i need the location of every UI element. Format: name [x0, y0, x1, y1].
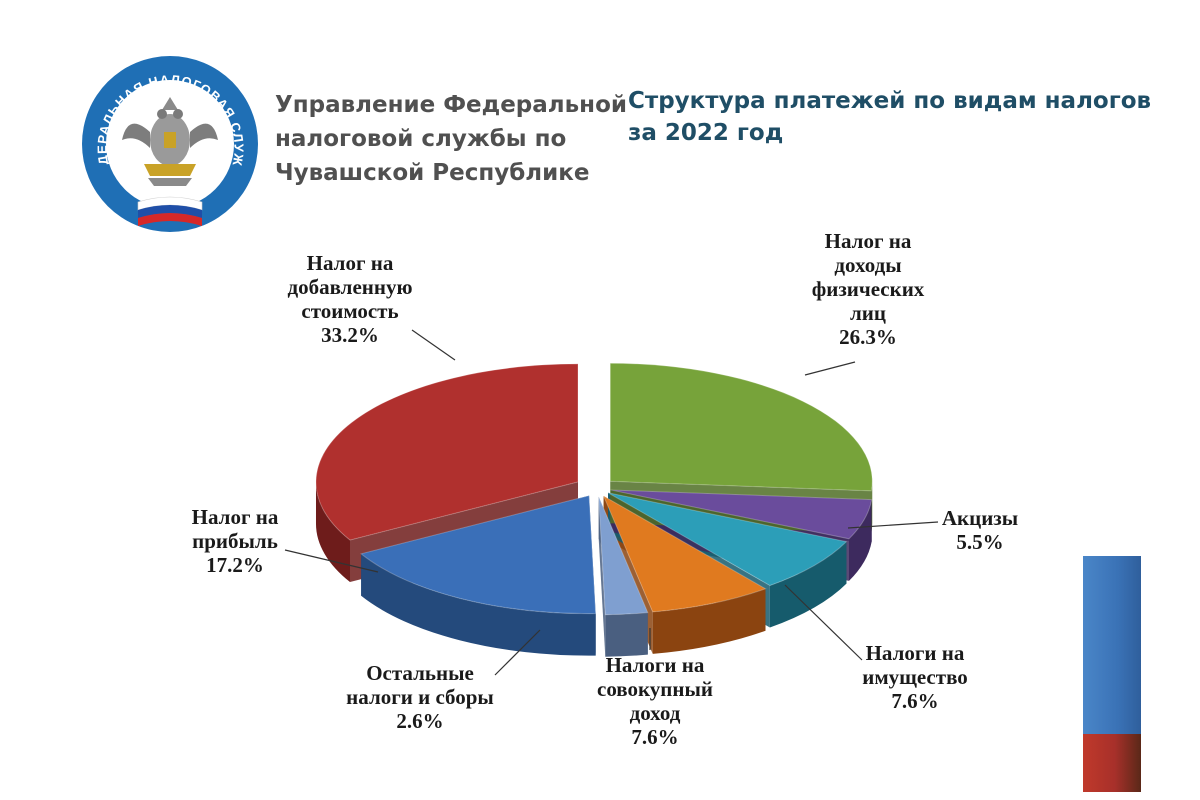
- pie-slice-side-2: [769, 541, 847, 628]
- leader-line-4: [494, 629, 541, 676]
- slice-label-6: Налог на добавленную стоимость 33.2%: [287, 251, 412, 347]
- pie-slice-side-4: [605, 612, 648, 657]
- slice-label-line: Налог на: [307, 251, 394, 275]
- eagle-emblem-icon: [122, 97, 218, 186]
- slice-value: 33.2%: [321, 323, 379, 347]
- slice-label-1: Акцизы 5.5%: [942, 506, 1018, 554]
- slice-label-line: Налог на: [825, 229, 912, 253]
- slice-label-4: Остальные налоги и сборы 2.6%: [346, 661, 494, 733]
- slice-label-2: Налоги на имущество 7.6%: [862, 641, 968, 713]
- pie-slice-0: [609, 362, 873, 492]
- slice-label-line: добавленную: [287, 275, 412, 299]
- slice-label-line: имущество: [862, 665, 968, 689]
- pie-slice-4: [598, 496, 649, 616]
- slice-label-5: Налог на прибыль 17.2%: [192, 505, 279, 577]
- slice-label-line: Акцизы: [942, 506, 1018, 530]
- slice-label-line: налоги и сборы: [346, 685, 494, 709]
- flag-icon: [137, 196, 203, 226]
- org-line-1: Управление Федеральной: [275, 92, 627, 118]
- slice-value: 5.5%: [956, 530, 1003, 554]
- pie-slice-2: [607, 492, 848, 587]
- side-decoration: [1083, 556, 1141, 792]
- slice-value: 7.6%: [891, 689, 938, 713]
- slice-value: 7.6%: [631, 725, 678, 749]
- pie-slice-side-3: [652, 588, 766, 654]
- slice-label-3: Налоги на совокупный доход 7.6%: [597, 653, 713, 749]
- slice-label-0: Налог на доходы физических лиц 26.3%: [812, 229, 925, 349]
- slice-label-line: физических: [812, 277, 925, 301]
- pie-slice-6: [315, 363, 579, 541]
- slice-value: 2.6%: [396, 709, 443, 733]
- leader-line-5: [284, 549, 379, 573]
- side-decoration-red: [1083, 734, 1141, 792]
- slice-label-line: прибыль: [192, 529, 278, 553]
- org-line-2: налоговой службы по: [275, 126, 567, 152]
- pie-slice-5: [359, 495, 597, 615]
- chart-title-line-1: Структура платежей по видам налогов: [628, 88, 1152, 114]
- organization-name: Управление Федеральной налоговой службы …: [275, 88, 627, 190]
- slice-label-line: совокупный: [597, 677, 713, 701]
- pie-slice-side-5: [361, 553, 596, 656]
- chart-title-line-2: за 2022 год: [628, 120, 784, 146]
- slice-value: 26.3%: [839, 325, 897, 349]
- pie-slice-side-1: [848, 499, 872, 581]
- leader-line-1: [847, 521, 939, 529]
- slice-label-line: Налоги на: [606, 653, 705, 677]
- slice-value: 17.2%: [206, 553, 264, 577]
- org-line-3: Чувашской Республике: [275, 160, 590, 186]
- leader-line-2: [784, 584, 863, 661]
- fns-logo: ФЕДЕРАЛЬНАЯ НАЛОГОВАЯ СЛУЖБА: [72, 40, 263, 237]
- slice-label-line: Остальные: [366, 661, 474, 685]
- leader-line-0: [804, 361, 856, 376]
- pie-slice-3: [602, 494, 767, 613]
- slice-label-line: Налоги на: [866, 641, 965, 665]
- slice-label-line: лиц: [850, 301, 886, 325]
- side-decoration-blue: [1083, 556, 1141, 734]
- slice-label-line: стоимость: [301, 299, 398, 323]
- slice-label-line: Налог на: [192, 505, 279, 529]
- pie-slice-side-6: [315, 481, 351, 583]
- chart-title: Структура платежей по видам налогов за 2…: [628, 85, 1168, 149]
- leader-line-6: [411, 329, 456, 361]
- pie-slice-1: [610, 489, 873, 540]
- slice-label-line: доход: [630, 701, 681, 725]
- slice-label-line: доходы: [834, 253, 901, 277]
